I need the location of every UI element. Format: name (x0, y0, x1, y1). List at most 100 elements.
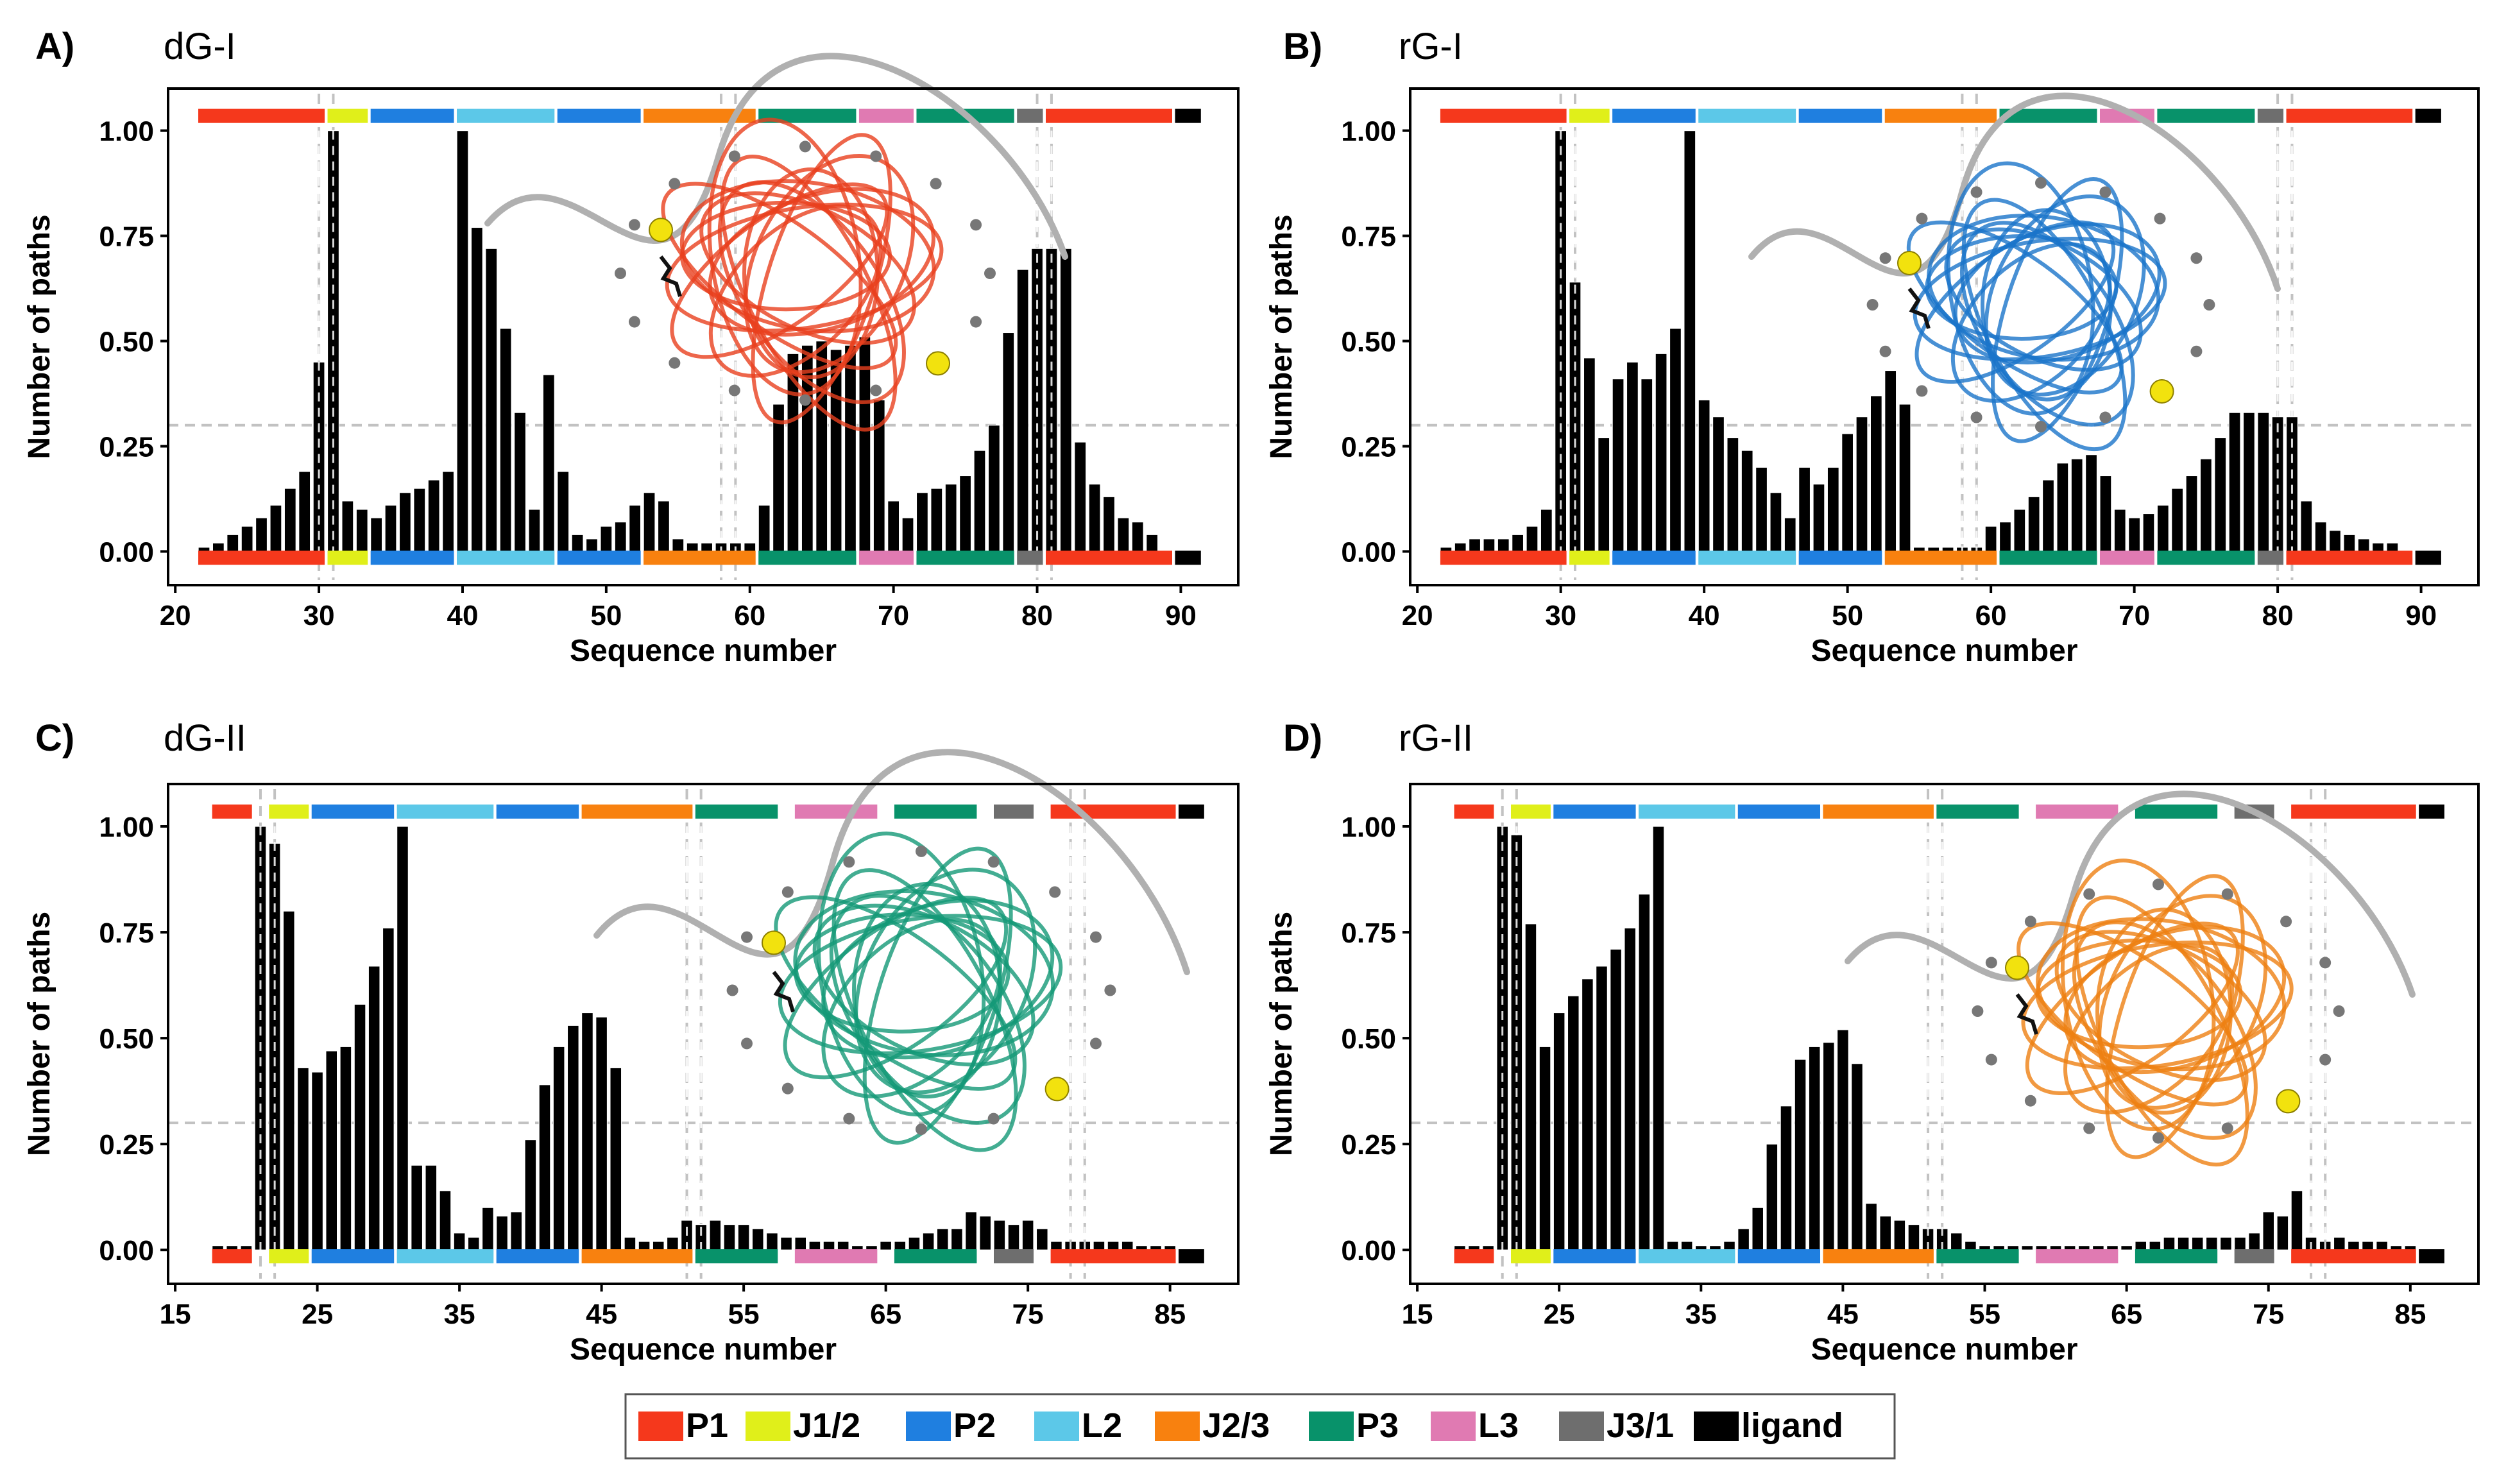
x-tick-label: 65 (870, 1299, 901, 1330)
structure-image (1845, 790, 2416, 1167)
segment-bottom-p3 (1936, 1249, 2019, 1264)
bar (2276, 1215, 2289, 1250)
x-tick-label: 90 (2405, 600, 2437, 631)
bar (2234, 1236, 2246, 1250)
legend-label: J3/1 (1607, 1406, 1674, 1445)
bar (686, 542, 699, 552)
residue-node (930, 178, 942, 190)
bar (765, 1232, 778, 1250)
bar (439, 1190, 452, 1250)
segment-top-p3 (695, 804, 778, 819)
x-tick-label: 60 (734, 600, 765, 631)
bar (772, 404, 785, 552)
bar (965, 1211, 978, 1250)
segment-bottom-l3 (2036, 1249, 2119, 1264)
y-tick-label: 0.50 (99, 327, 154, 358)
x-tick-label: 20 (160, 600, 191, 631)
bar (1454, 542, 1467, 552)
bar (701, 542, 713, 552)
residue-node (726, 984, 738, 996)
bar (657, 500, 670, 552)
bar (901, 517, 914, 552)
bar (1755, 466, 1768, 552)
bar (1598, 437, 1610, 552)
segment-bottom-j3-1 (2257, 550, 2284, 565)
y-tick-label: 0.75 (99, 221, 154, 253)
bar (1121, 1241, 1134, 1250)
source-sphere (762, 930, 786, 955)
residue-node (669, 357, 681, 369)
residue-node (1879, 252, 1891, 264)
segment-bottom-p1 (212, 1249, 252, 1264)
bar (624, 1236, 636, 1250)
bar (2357, 538, 2370, 552)
sink-sphere (2149, 379, 2174, 404)
pathway-loop (1950, 242, 2112, 403)
bar (1841, 433, 1854, 552)
residue-node (916, 1123, 927, 1136)
bar (557, 471, 570, 552)
residue-node (2153, 878, 2164, 891)
segment-bottom-p1 (1045, 550, 1173, 565)
segment-top-l2 (1638, 804, 1735, 819)
segment-bottom-p2 (1737, 1249, 1821, 1264)
x-tick-label: 85 (2394, 1299, 2426, 1330)
bar (496, 1215, 509, 1250)
bar (2386, 542, 2399, 552)
segment-top-j1-2 (327, 108, 368, 123)
x-tick-label: 30 (303, 600, 335, 631)
bar (1553, 1012, 1565, 1250)
segment-top-p3 (1999, 108, 2097, 123)
structure-image (484, 53, 1068, 432)
y-tick-label: 0.00 (99, 537, 154, 568)
segment-top-p3 (2135, 804, 2218, 819)
bar (282, 910, 295, 1250)
pathway-loop (854, 867, 1037, 1095)
bar (1669, 328, 1682, 552)
bar (2376, 1241, 2389, 1250)
bar (610, 1067, 622, 1250)
pathway-loop (1946, 161, 2095, 416)
bar (908, 1236, 921, 1250)
segment-bottom-j1-2 (327, 550, 368, 565)
panel-label: A) (35, 26, 74, 67)
x-tick-label: 75 (2253, 1299, 2284, 1330)
bar (1146, 534, 1159, 552)
y-tick-label: 0.50 (99, 1023, 154, 1055)
bar (510, 1211, 523, 1250)
plot-frame (167, 87, 1240, 586)
bar (396, 826, 409, 1250)
sink-sphere (926, 351, 950, 376)
residue-node (870, 150, 882, 162)
segment-bottom-p2 (1798, 550, 1882, 565)
x-axis-title: Sequence number (570, 1333, 837, 1367)
segment-bottom-j1-2 (269, 1249, 309, 1264)
segment-bottom-p2 (496, 1249, 579, 1264)
bar (382, 927, 395, 1250)
segment-top-p1 (1440, 108, 1567, 123)
bar (2205, 1236, 2218, 1250)
bar (2070, 458, 2083, 552)
y-tick-label: 1.00 (99, 812, 154, 843)
panel-dg-ii: C) dG-II 0.00 0.25 0.50 0.75 1.00 15 25 35 45 55 65 7… (22, 717, 1240, 1367)
residue-node (1866, 299, 1879, 311)
bar (709, 1220, 722, 1250)
panel-title: rG-I (1399, 26, 1463, 67)
bar (1808, 1046, 1821, 1250)
bar (298, 471, 311, 552)
legend-label: P1 (686, 1406, 728, 1445)
segment-top-ligand (2419, 804, 2444, 819)
residue-node (2319, 1053, 2332, 1066)
segment-top-j1-2 (1510, 804, 1551, 819)
residue-node (1879, 345, 1891, 357)
y-tick-label: 0.75 (99, 917, 154, 949)
segment-bottom-j1-2 (1510, 1249, 1551, 1264)
y-tick-label: 0.75 (1341, 221, 1396, 253)
x-tick-label: 40 (1689, 600, 1720, 631)
pathway-loop (744, 153, 916, 375)
bar (880, 1241, 892, 1250)
legend-label: ligand (1741, 1406, 1843, 1445)
segment-top-p2 (1553, 804, 1636, 819)
bar (398, 492, 411, 552)
bar (894, 1241, 907, 1250)
